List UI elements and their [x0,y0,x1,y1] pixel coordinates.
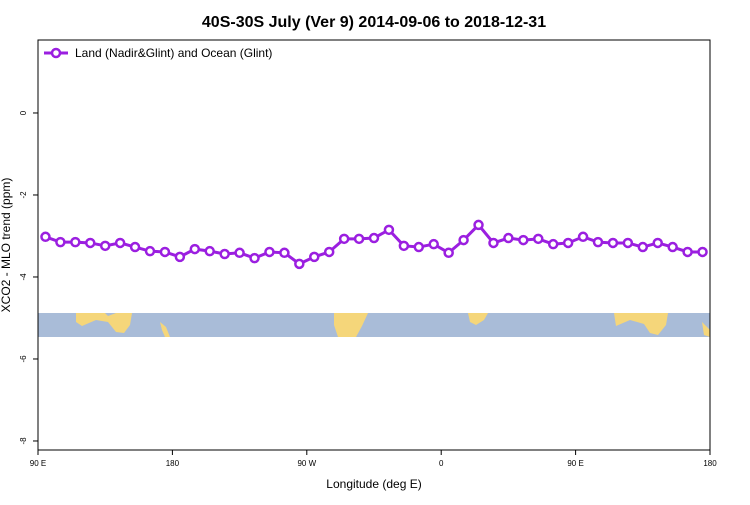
data-point [428,238,439,250]
data-point [368,232,380,244]
series-line [44,222,703,266]
x-tick-label: 90 E [567,459,583,468]
data-point [159,246,171,258]
data-point [697,246,708,258]
data-point [55,236,66,248]
data-point [114,237,126,249]
data-point [652,237,663,249]
data-point [682,246,693,258]
data-point [592,236,604,248]
plot-frame [37,39,711,451]
data-point [413,241,425,253]
data-point [622,237,634,249]
data-point [667,241,678,253]
x-tick-label: 90 E [30,459,46,468]
data-point [70,236,81,248]
data-point [562,237,574,249]
x-tick-label: 180 [166,459,180,468]
y-tick-label: 0 [19,110,28,115]
data-point [219,248,230,260]
data-point [279,247,290,259]
data-point [398,240,410,252]
y-tick-label: -8 [19,437,28,445]
data-point [99,240,111,252]
legend-marker [50,47,62,59]
y-axis-label: XCO2 - MLO trend (ppm) [0,178,13,313]
x-tick-label: 0 [439,459,444,468]
data-point [234,247,245,259]
data-point [129,241,141,253]
data-point [458,234,469,246]
x-axis-label: Longitude (deg E) [326,477,421,491]
data-point [294,258,305,270]
data-point [85,237,96,249]
y-tick-label: -6 [19,355,28,363]
data-point [547,238,559,250]
data-point [637,241,649,253]
data-point [174,251,186,263]
map-strip [38,313,710,337]
chart-title: 40S-30S July (Ver 9) 2014-09-06 to 2018-… [202,14,546,31]
legend-label: Land (Nadir&Glint) and Ocean (Glint) [75,46,272,60]
data-point [353,233,365,245]
data-point [249,252,260,264]
data-point [443,247,454,259]
data-point [204,245,215,257]
data-point [577,231,589,243]
y-tick-label: -2 [19,191,28,199]
data-point [518,234,529,246]
data-point [264,246,275,258]
data-point [40,231,51,243]
data-point [503,232,514,244]
data-point [323,246,335,258]
data-point [488,237,499,249]
x-tick-label: 90 W [297,459,316,468]
data-point [607,237,619,249]
data-point [189,243,201,255]
data-point [338,233,350,245]
data-point [533,233,544,245]
data-point [144,245,156,257]
data-point [309,251,320,263]
x-tick-label: 180 [703,459,717,468]
y-tick-label: -4 [19,273,28,281]
data-point [473,219,484,231]
data-point [383,224,395,236]
